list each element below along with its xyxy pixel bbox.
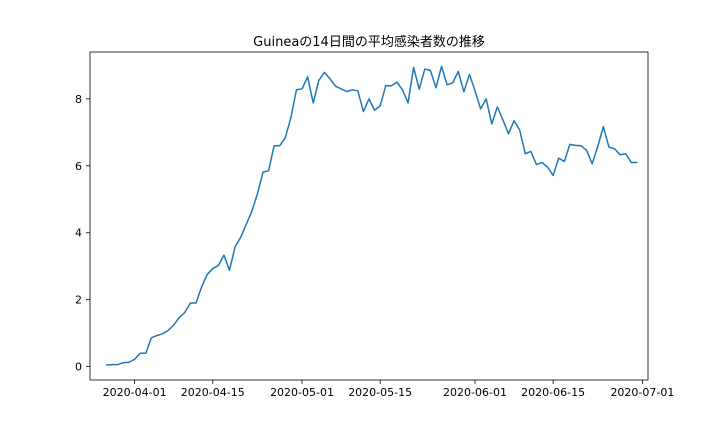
chart-title: Guineaの14日間の平均感染者数の推移: [253, 34, 485, 50]
y-tick-label: 8: [75, 93, 82, 106]
x-tick-label: 2020-05-15: [348, 386, 412, 399]
x-tick-label: 2020-04-15: [181, 386, 245, 399]
x-tick-label: 2020-04-01: [103, 386, 167, 399]
plot-frame: [89, 51, 649, 381]
x-tick-label: 2020-06-15: [521, 386, 585, 399]
y-tick-label: 2: [75, 294, 82, 307]
x-tick-label: 2020-06-01: [443, 386, 507, 399]
x-tick-label: 2020-07-01: [610, 386, 674, 399]
axes: 2020-04-01 2020-04-15 2020-05-01 2020-05-15…: [75, 51, 674, 399]
x-tick-label: 2020-05-01: [270, 386, 334, 399]
y-tick-label: 4: [75, 227, 82, 240]
plot-area: [105, 65, 638, 366]
series-line: [105, 65, 638, 366]
y-tick-label: 6: [75, 160, 82, 173]
y-tick-label: 0: [75, 361, 82, 374]
